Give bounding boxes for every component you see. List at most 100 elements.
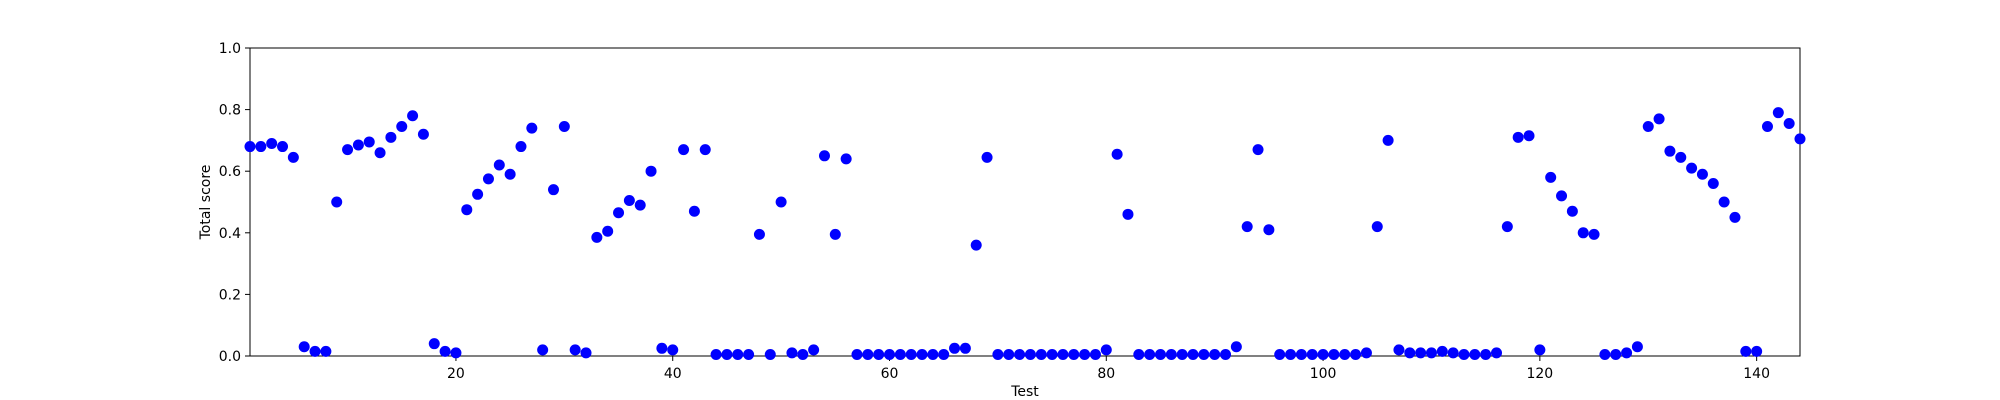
data-point [1241, 221, 1253, 233]
data-point [1295, 348, 1307, 360]
data-point [1707, 178, 1719, 190]
plot-area [249, 47, 1801, 357]
data-point [580, 347, 592, 359]
data-point [1686, 162, 1698, 174]
data-point [298, 341, 310, 353]
data-point [1610, 348, 1622, 360]
data-point [1794, 133, 1806, 145]
data-point [352, 139, 364, 151]
data-point [786, 347, 798, 359]
data-point [1404, 347, 1416, 359]
data-point [851, 348, 863, 360]
data-point [266, 137, 278, 149]
data-point [309, 345, 321, 357]
y-tick-label: 0.4 [219, 226, 241, 242]
data-point [1285, 348, 1297, 360]
data-point [721, 348, 733, 360]
data-point [905, 348, 917, 360]
data-point [688, 205, 700, 217]
data-points [244, 107, 1806, 360]
data-point [1556, 190, 1568, 202]
data-point [396, 121, 408, 133]
data-point [1306, 348, 1318, 360]
data-point [1230, 341, 1242, 353]
data-point [775, 196, 787, 208]
data-point [1144, 348, 1156, 360]
data-point [1024, 348, 1036, 360]
data-point [797, 348, 809, 360]
data-point [981, 151, 993, 163]
data-point [656, 342, 668, 354]
data-point [407, 110, 419, 122]
data-point [873, 348, 885, 360]
data-point [1187, 348, 1199, 360]
data-point [602, 225, 614, 237]
data-point [1469, 348, 1481, 360]
data-point [342, 144, 354, 156]
data-point [1350, 348, 1362, 360]
data-point [558, 121, 570, 133]
data-point [1393, 344, 1405, 356]
data-point [493, 159, 505, 171]
data-point [1263, 224, 1275, 236]
y-axis: 0.0 0.2 0.4 0.6 0.8 1.0 [219, 41, 250, 365]
x-axis-label: Test [1010, 384, 1039, 400]
x-tick-label: 120 [1526, 366, 1553, 382]
data-point [949, 342, 961, 354]
data-point [894, 348, 906, 360]
data-point [818, 150, 830, 162]
data-point [1512, 131, 1524, 143]
data-point [1523, 130, 1535, 142]
data-point [862, 348, 874, 360]
x-axis: 20 40 60 80 100 120 140 [447, 356, 1770, 382]
data-point [569, 344, 581, 356]
data-point [1100, 344, 1112, 356]
data-point [1089, 348, 1101, 360]
data-point [1653, 113, 1665, 125]
data-point [916, 348, 928, 360]
data-point [764, 348, 776, 360]
data-point [1079, 348, 1091, 360]
data-point [829, 228, 841, 240]
data-point [1415, 347, 1427, 359]
x-tick-label: 60 [881, 366, 899, 382]
data-point [1003, 348, 1015, 360]
data-point [743, 348, 755, 360]
data-point [753, 228, 765, 240]
data-point [1035, 348, 1047, 360]
data-point [1154, 348, 1166, 360]
data-point [1220, 348, 1232, 360]
data-point [547, 184, 559, 196]
data-point [1501, 221, 1513, 233]
data-point [1165, 348, 1177, 360]
data-point [461, 204, 473, 216]
data-point [591, 231, 603, 243]
data-point [645, 165, 657, 177]
data-point [884, 348, 896, 360]
data-point [970, 239, 982, 251]
data-point [277, 141, 289, 153]
data-point [472, 188, 484, 200]
data-point [732, 348, 744, 360]
data-point [667, 344, 679, 356]
data-point [1371, 221, 1383, 233]
data-point [1566, 205, 1578, 217]
x-tick-label: 80 [1097, 366, 1115, 382]
data-point [450, 347, 462, 359]
y-axis-label: Total score [198, 165, 214, 241]
data-point [1328, 348, 1340, 360]
data-point [417, 128, 429, 140]
data-point [1772, 107, 1784, 119]
data-point [1360, 347, 1372, 359]
y-tick-label: 0.0 [219, 349, 241, 365]
data-point [959, 342, 971, 354]
data-point [1696, 168, 1708, 180]
data-point [992, 348, 1004, 360]
data-point [1761, 121, 1773, 133]
data-point [1740, 345, 1752, 357]
data-point [1046, 348, 1058, 360]
data-point [634, 199, 646, 211]
data-point [1534, 344, 1546, 356]
data-point [1447, 347, 1459, 359]
data-point [699, 144, 711, 156]
